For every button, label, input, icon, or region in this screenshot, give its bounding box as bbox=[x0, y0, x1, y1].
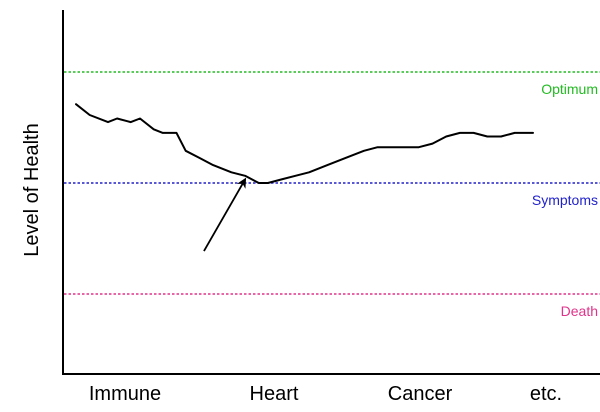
reference-label-optimum: Optimum bbox=[541, 81, 598, 97]
x-tick-immune: Immune bbox=[89, 383, 161, 405]
x-tick-etc: etc. bbox=[530, 383, 562, 405]
reference-label-symptoms: Symptoms bbox=[532, 192, 598, 208]
annotation-group bbox=[203, 177, 247, 252]
series-group bbox=[75, 103, 534, 184]
y-axis-label: Level of Health bbox=[21, 123, 43, 256]
reference-label-death: Death bbox=[561, 303, 598, 319]
x-tick-labels: Immune Heart Cancer etc. bbox=[89, 383, 562, 405]
x-tick-cancer: Cancer bbox=[388, 383, 453, 405]
x-tick-heart: Heart bbox=[250, 383, 299, 405]
annotation-arrow-0 bbox=[203, 177, 247, 252]
reference-lines: Optimum Symptoms Death bbox=[64, 71, 600, 319]
series-line-0 bbox=[75, 103, 534, 184]
